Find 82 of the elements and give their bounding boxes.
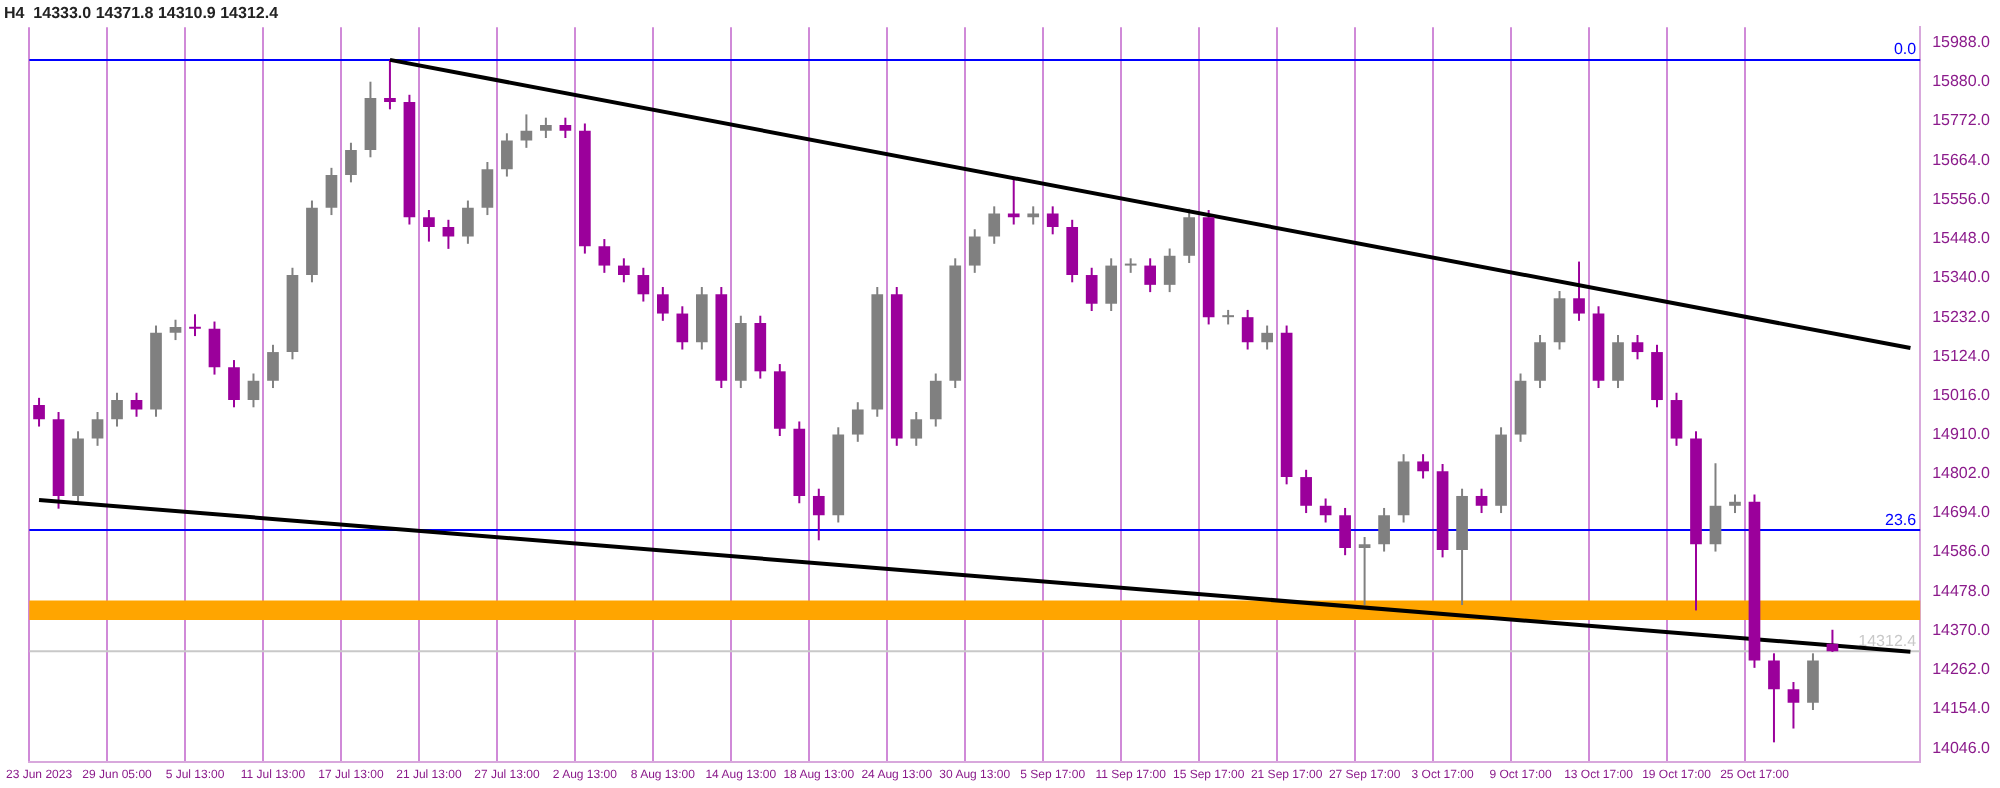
candlestick bbox=[384, 58, 396, 111]
y-tick-label: 14478.0 bbox=[1932, 581, 1992, 600]
y-tick-label: 15340.0 bbox=[1932, 268, 1992, 287]
candlestick bbox=[1241, 308, 1254, 351]
candlestick bbox=[423, 208, 435, 243]
candlestick bbox=[910, 411, 923, 447]
y-tick-label: 15016.0 bbox=[1932, 386, 1992, 405]
candlestick bbox=[33, 396, 45, 428]
candlestick bbox=[325, 166, 338, 217]
candlestick bbox=[1807, 652, 1819, 711]
y-tick-label: 15556.0 bbox=[1932, 189, 1992, 208]
candlestick bbox=[1378, 506, 1390, 553]
y-tick-label: 14370.0 bbox=[1932, 620, 1992, 639]
y-tick-label: 14802.0 bbox=[1932, 463, 1992, 482]
y-tick-label: 14694.0 bbox=[1932, 503, 1992, 522]
y-tick-label: 14910.0 bbox=[1932, 424, 1992, 443]
candlestick bbox=[559, 116, 572, 140]
y-tick-label: 15880.0 bbox=[1932, 72, 1992, 91]
candlestick bbox=[1417, 453, 1429, 480]
candlestick bbox=[1105, 257, 1118, 312]
chart-title: H4 14333.0 14371.8 14310.9 14312.4 bbox=[4, 4, 280, 23]
candlestick bbox=[1475, 487, 1488, 515]
y-tick-label: 15232.0 bbox=[1932, 307, 1992, 326]
candlestick bbox=[851, 401, 864, 443]
candlestick bbox=[1612, 333, 1624, 390]
candlestick bbox=[988, 205, 1001, 245]
y-tick-label: 14046.0 bbox=[1932, 738, 1992, 757]
candlestick bbox=[189, 313, 201, 338]
candlestick bbox=[208, 320, 221, 376]
candlestick bbox=[1573, 260, 1585, 322]
candlestick bbox=[695, 286, 708, 351]
candlestick bbox=[111, 391, 123, 428]
y-tick-label: 15772.0 bbox=[1932, 111, 1992, 130]
y-tick-label: 15988.0 bbox=[1932, 32, 1992, 51]
candlestick bbox=[929, 372, 942, 428]
candlestick bbox=[1534, 333, 1546, 390]
candlestick bbox=[1651, 343, 1663, 409]
candlestick bbox=[1631, 333, 1644, 361]
candlestick bbox=[1066, 218, 1079, 284]
annotation: 23.6 bbox=[1885, 510, 1918, 529]
candlestick bbox=[1358, 536, 1371, 606]
candlestick bbox=[618, 257, 630, 284]
candlestick bbox=[1085, 266, 1098, 312]
candlestick bbox=[1124, 257, 1137, 274]
candlestick bbox=[501, 132, 513, 178]
candlestick bbox=[656, 286, 669, 322]
candlestick bbox=[169, 318, 182, 342]
y-tick-label: 14262.0 bbox=[1932, 660, 1992, 679]
annotation: 0.0 bbox=[1893, 40, 1918, 59]
candlestick bbox=[345, 141, 357, 184]
candlestick bbox=[598, 238, 611, 274]
candlestick bbox=[1163, 247, 1176, 294]
candlestick bbox=[540, 116, 552, 140]
candlestick bbox=[247, 372, 260, 409]
candlestick bbox=[481, 161, 494, 217]
candlestick bbox=[1046, 205, 1059, 236]
candlestick bbox=[637, 266, 650, 303]
y-tick-label: 15124.0 bbox=[1932, 346, 1992, 365]
candlestick bbox=[1709, 462, 1722, 553]
candlestick bbox=[1300, 468, 1312, 515]
candlestick bbox=[1339, 506, 1351, 557]
candlestick bbox=[1787, 681, 1800, 730]
candlestick bbox=[1183, 207, 1196, 265]
candlestick bbox=[1553, 290, 1566, 351]
candlestick bbox=[462, 199, 474, 245]
candlestick bbox=[267, 343, 279, 390]
y-tick-label: 15448.0 bbox=[1932, 229, 1992, 248]
candlestick bbox=[968, 228, 981, 274]
candlestick bbox=[442, 218, 455, 250]
y-tick-label: 14586.0 bbox=[1932, 542, 1992, 561]
y-tick-label: 14154.0 bbox=[1932, 699, 1992, 718]
candlestick bbox=[812, 487, 825, 542]
candlestick bbox=[91, 411, 104, 447]
candlestick bbox=[1768, 652, 1780, 744]
candlestick bbox=[228, 359, 240, 409]
candlestick bbox=[676, 305, 689, 351]
y-tick-label: 15664.0 bbox=[1932, 150, 1992, 169]
candlestick bbox=[1729, 493, 1741, 515]
candlestick bbox=[520, 113, 533, 149]
candlestick bbox=[1261, 324, 1273, 351]
candlestick bbox=[1670, 391, 1683, 447]
candlestick bbox=[1144, 257, 1157, 294]
